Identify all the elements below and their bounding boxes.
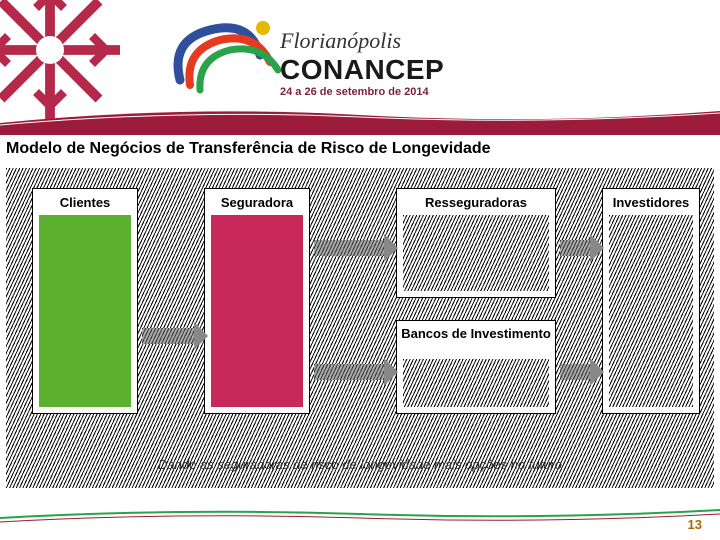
node-investidores: Investidores [602,188,700,414]
arrow-seguradora-resseg [314,240,386,256]
diagram-caption: Dando as seguradoras de risco de longevi… [6,457,714,472]
slide-header: Florianópolis CONANCEP 24 a 26 de setemb… [0,0,720,130]
conference-logo-text: Florianópolis CONANCEP 24 a 26 de setemb… [280,28,444,98]
swirl-logo-icon [160,10,300,100]
node-label: Bancos de Investimento [397,327,555,341]
conference-date: 24 a 26 de setembro de 2014 [280,86,444,98]
conference-name: CONANCEP [280,54,444,86]
node-bancos-investimento: Bancos de Investimento [396,320,556,414]
arrow-resseg-investidores [560,240,592,256]
node-body [403,359,549,407]
footer-curve [0,506,720,526]
node-body [39,215,131,407]
node-body [609,215,693,407]
city-name: Florianópolis [280,28,444,54]
node-label: Resseguradoras [397,195,555,210]
arrow-seguradora-bancos [314,364,386,380]
business-model-diagram: Clientes Seguradora Resseguradoras Banco… [6,168,714,488]
slide-footer: 13 [0,506,720,540]
node-body [403,215,549,291]
node-label: Investidores [603,195,699,210]
arrow-clientes-seguradora [142,328,196,344]
node-seguradora: Seguradora [204,188,310,414]
snowflake-icon [0,0,120,120]
node-body [211,215,303,407]
node-resseguradoras: Resseguradoras [396,188,556,298]
node-clientes: Clientes [32,188,138,414]
header-divider-curve [0,105,720,135]
node-label: Seguradora [205,195,309,210]
slide-title: Modelo de Negócios de Transferência de R… [6,140,491,158]
page-number: 13 [688,517,702,532]
arrow-bancos-investidores [560,364,592,380]
node-label: Clientes [33,195,137,210]
